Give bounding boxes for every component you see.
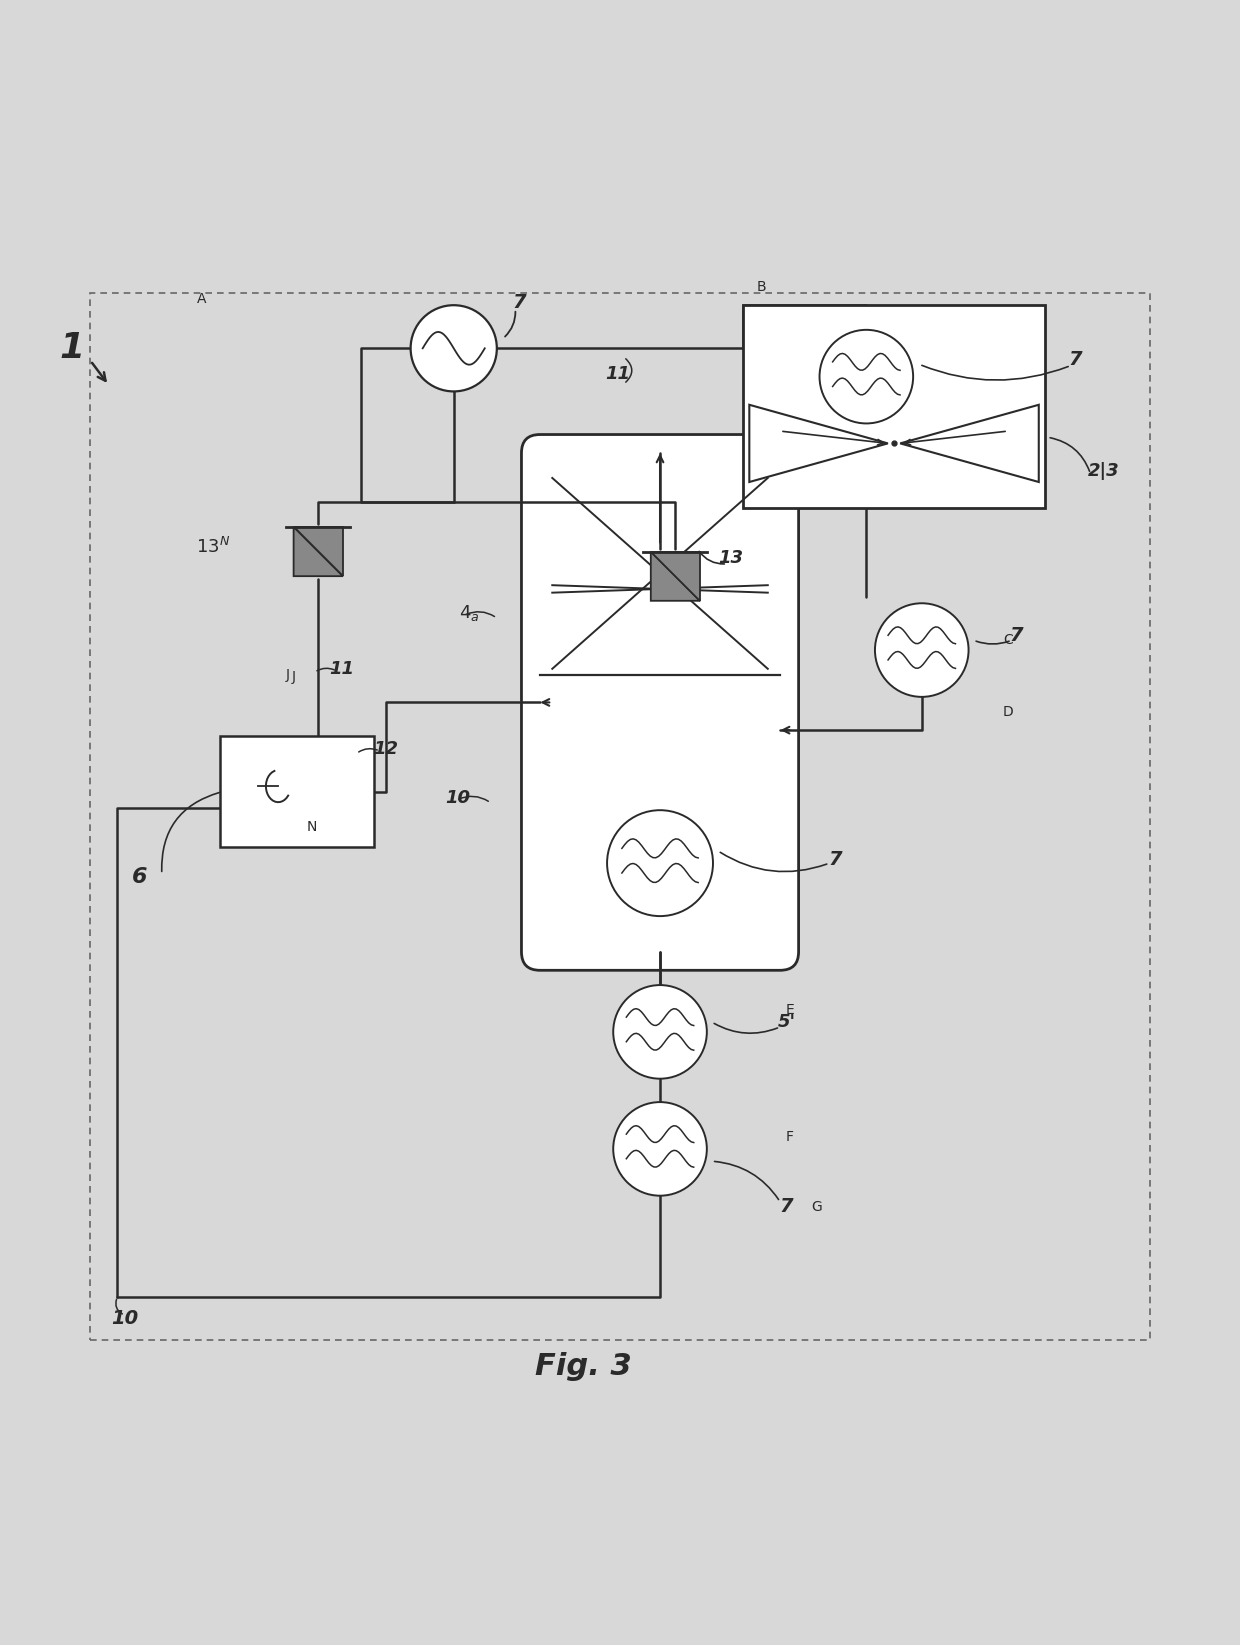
Polygon shape	[900, 405, 1039, 482]
Circle shape	[875, 604, 968, 697]
FancyBboxPatch shape	[522, 434, 799, 971]
Text: 10: 10	[112, 1309, 139, 1329]
Text: 11: 11	[329, 660, 355, 678]
Text: 2|3: 2|3	[1089, 462, 1120, 480]
Text: Fig. 3: Fig. 3	[534, 1352, 631, 1382]
Bar	[219, 737, 373, 847]
Circle shape	[608, 811, 713, 916]
Text: 10: 10	[445, 790, 470, 806]
Text: N: N	[306, 821, 317, 834]
Text: E: E	[786, 1003, 795, 1017]
Text: 7: 7	[1069, 350, 1083, 368]
Bar	[91, 293, 1149, 1339]
Text: J: J	[285, 668, 289, 681]
Text: 7: 7	[828, 850, 842, 869]
Text: 12: 12	[373, 740, 398, 758]
Circle shape	[614, 1102, 707, 1196]
Polygon shape	[294, 526, 343, 576]
Text: 5': 5'	[777, 1013, 795, 1031]
Bar	[743, 306, 1045, 508]
Text: 11: 11	[605, 365, 630, 383]
Polygon shape	[749, 405, 888, 482]
Text: 7: 7	[1009, 625, 1023, 645]
Text: A: A	[196, 293, 206, 306]
Text: F: F	[786, 1130, 794, 1143]
Text: G: G	[812, 1199, 822, 1214]
Circle shape	[410, 306, 497, 392]
Polygon shape	[294, 526, 343, 576]
Text: J: J	[291, 670, 295, 684]
Text: B: B	[756, 280, 766, 294]
Text: 13: 13	[718, 549, 743, 566]
Text: 1: 1	[60, 331, 84, 365]
Text: C: C	[1003, 633, 1013, 646]
Text: 7: 7	[512, 293, 526, 313]
Text: 6: 6	[131, 867, 148, 887]
Polygon shape	[651, 551, 701, 600]
Text: $13^N$: $13^N$	[196, 536, 231, 556]
Circle shape	[614, 985, 707, 1079]
Circle shape	[820, 331, 913, 423]
Polygon shape	[651, 551, 701, 600]
Text: 7: 7	[780, 1198, 794, 1216]
Text: D: D	[1003, 704, 1013, 719]
Text: $4_a$: $4_a$	[460, 604, 480, 623]
